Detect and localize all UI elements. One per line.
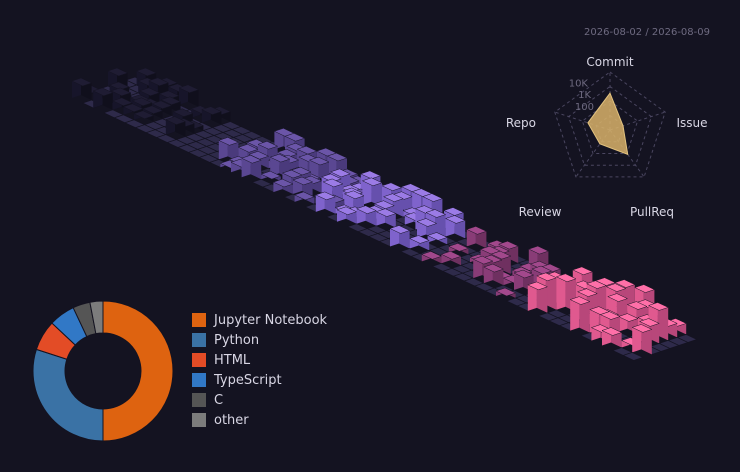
calendar-day-cell xyxy=(71,77,93,100)
calendar-day-cell xyxy=(240,154,262,180)
calendar-day-cell xyxy=(375,208,397,228)
legend-swatch xyxy=(192,313,206,327)
calendar-day-cell xyxy=(272,178,294,194)
calendar-day-cell xyxy=(444,215,466,239)
calendar-day-cell xyxy=(355,205,377,226)
legend-swatch xyxy=(192,353,206,367)
calendar-day-cell xyxy=(421,251,443,264)
radar-axis-label-pullreq: PullReq xyxy=(630,205,674,219)
legend-item-jupyter-notebook: Jupyter Notebook xyxy=(192,310,327,330)
legend-swatch xyxy=(192,333,206,347)
calendar-day-cell xyxy=(483,263,505,286)
radar-axis-label-repo: Repo xyxy=(506,116,536,130)
calendar-day-cell xyxy=(513,269,535,292)
legend-label: Jupyter Notebook xyxy=(214,312,328,328)
calendar-day-cell xyxy=(569,296,591,333)
radar-activity-area xyxy=(587,92,629,156)
calendar-day-cell xyxy=(527,281,549,313)
legend-item-c: C xyxy=(192,390,327,410)
calendar-day-cell xyxy=(315,191,337,214)
legend-label: HTML xyxy=(214,352,251,368)
calendar-day-cell xyxy=(201,106,223,125)
radar-grid-ring xyxy=(568,85,652,166)
legend-label: TypeScript xyxy=(214,372,282,388)
calendar-day-cell xyxy=(361,177,383,207)
radar-spoke xyxy=(609,111,666,131)
calendar-day-cell xyxy=(293,191,315,204)
radar-grid-ring xyxy=(581,100,639,154)
calendar-day-cell xyxy=(495,287,517,298)
legend-item-typescript: TypeScript xyxy=(192,370,327,390)
calendar-day-cell xyxy=(631,324,653,355)
radar-grid-ring xyxy=(554,71,666,178)
calendar-day-cell xyxy=(292,176,314,196)
legend-item-python: Python xyxy=(192,330,327,350)
calendar-day-cell xyxy=(107,67,129,88)
calendar-day-cell xyxy=(389,225,411,249)
radar-axis-label-issue: Issue xyxy=(676,116,707,130)
calendar-day-cell xyxy=(426,232,448,245)
legend-label: Python xyxy=(214,332,260,348)
radar-spoke xyxy=(609,129,645,178)
radar-axis-label-commit: Commit xyxy=(586,55,633,69)
language-legend: Jupyter Notebook Python HTML TypeScript … xyxy=(192,310,327,430)
legend-item-other: other xyxy=(192,410,327,430)
calendar-day-cell xyxy=(218,137,240,162)
calendar-day-cell xyxy=(336,206,358,224)
donut-slice-jupyter-notebook xyxy=(102,300,174,442)
radar-scale-label: 10K xyxy=(569,79,589,90)
radar-spoke xyxy=(554,111,611,131)
calendar-day-cell xyxy=(133,110,155,122)
radar-spoke xyxy=(575,129,611,178)
radar-scale-label: 100 xyxy=(575,102,594,113)
calendar-day-cell xyxy=(260,170,282,182)
donut-slice-python xyxy=(32,348,104,442)
calendar-day-cell xyxy=(601,327,623,348)
legend-label: other xyxy=(214,412,249,428)
calendar-day-cell xyxy=(622,352,644,361)
legend-item-html: HTML xyxy=(192,350,327,370)
calendar-day-cell xyxy=(178,84,200,107)
calendar-day-cell xyxy=(165,116,187,137)
radar-axis-label-review: Review xyxy=(519,205,562,219)
donut-slice-other xyxy=(89,300,104,335)
legend-swatch xyxy=(192,373,206,387)
calendar-day-cell xyxy=(92,87,114,110)
radar-scale-label: 1K xyxy=(578,90,591,101)
legend-swatch xyxy=(192,393,206,407)
calendar-day-cell xyxy=(408,235,430,251)
calendar-day-cell xyxy=(448,243,470,255)
legend-label: C xyxy=(214,392,224,408)
calendar-day-cell xyxy=(466,226,488,249)
legend-swatch xyxy=(192,413,206,427)
date-range: 2026-08-02 / 2026-08-09 xyxy=(584,27,710,38)
calendar-day-cell xyxy=(440,251,462,266)
